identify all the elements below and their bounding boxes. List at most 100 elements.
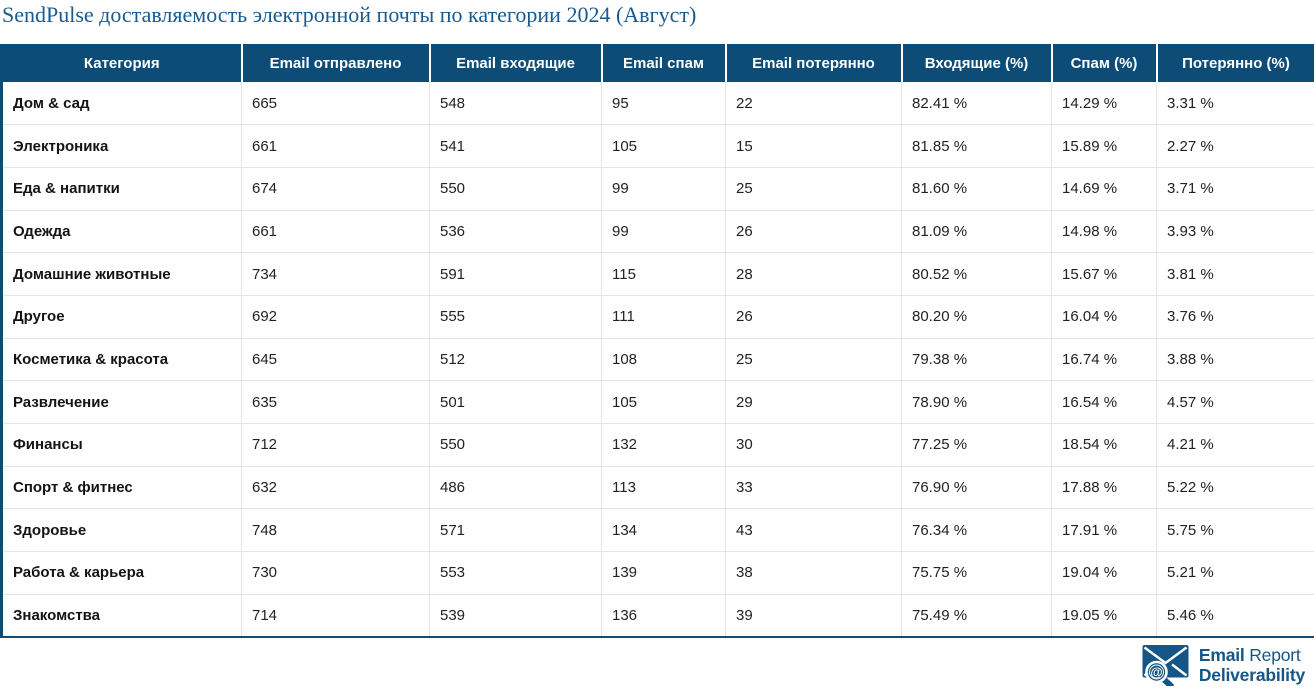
value-cell: 5.21 % <box>1156 551 1314 595</box>
column-header: Категория <box>1 44 243 82</box>
value-cell: 15 <box>725 124 902 168</box>
value-cell: 26 <box>725 210 902 254</box>
value-cell: 81.60 % <box>901 167 1052 211</box>
table-body: Дом & сад 665 548 95 22 82.41 % 14.29 % 3.31 % Э… <box>1 82 1314 637</box>
value-cell: 734 <box>241 252 430 296</box>
value-cell: 665 <box>241 82 430 126</box>
value-cell: 17.91 % <box>1051 508 1157 553</box>
value-cell: 22 <box>725 82 902 126</box>
value-cell: 18.54 % <box>1051 423 1157 467</box>
table-row: Электроника 661 541 105 15 81.85 % 15.89 % 2.27… <box>1 124 1314 168</box>
value-cell: 501 <box>429 380 602 424</box>
value-cell: 16.74 % <box>1051 338 1157 382</box>
value-cell: 553 <box>429 551 602 595</box>
value-cell: 139 <box>601 551 726 595</box>
value-cell: 17.88 % <box>1051 466 1157 510</box>
value-cell: 39 <box>725 594 902 637</box>
value-cell: 2.27 % <box>1156 124 1314 168</box>
value-cell: 550 <box>429 423 602 467</box>
value-cell: 748 <box>241 508 430 553</box>
value-cell: 80.20 % <box>901 295 1052 339</box>
value-cell: 4.57 % <box>1156 380 1314 424</box>
value-cell: 75.49 % <box>901 594 1052 637</box>
value-cell: 3.71 % <box>1156 167 1314 211</box>
value-cell: 14.29 % <box>1051 82 1157 126</box>
value-cell: 19.04 % <box>1051 551 1157 595</box>
value-cell: 28 <box>725 252 902 296</box>
value-cell: 75.75 % <box>901 551 1052 595</box>
table-row: Развлечение 635 501 105 29 78.90 % 16.54 % 4.57… <box>1 380 1314 424</box>
value-cell: 113 <box>601 466 726 510</box>
value-cell: 105 <box>601 380 726 424</box>
value-cell: 105 <box>601 124 726 168</box>
page-title: SendPulse доставляемость электронной поч… <box>2 2 697 27</box>
value-cell: 712 <box>241 423 430 467</box>
table-row: Другое 692 555 111 26 80.20 % 16.04 % 3.76 % <box>1 295 1314 339</box>
envelope-magnifier-icon: @ <box>1142 645 1189 686</box>
table-row: Знакомства 714 539 136 39 75.49 % 19.05 % 5.46 … <box>1 594 1314 637</box>
value-cell: 134 <box>601 508 726 553</box>
value-cell: 38 <box>725 551 902 595</box>
value-cell: 14.69 % <box>1051 167 1157 211</box>
value-cell: 25 <box>725 167 902 211</box>
column-header: Email входящие <box>429 44 603 82</box>
value-cell: 19.05 % <box>1051 594 1157 637</box>
column-header: Email потерянно <box>725 44 903 82</box>
table-row: Одежда 661 536 99 26 81.09 % 14.98 % 3.93 % <box>1 210 1314 254</box>
category-cell: Другое <box>1 295 242 339</box>
value-cell: 81.09 % <box>901 210 1052 254</box>
table-row: Финансы 712 550 132 30 77.25 % 18.54 % 4.21 % <box>1 423 1314 467</box>
category-cell: Работа & карьера <box>1 551 242 595</box>
table-row: Домашние животные 734 591 115 28 80.52 % 15.67… <box>1 252 1314 296</box>
value-cell: 99 <box>601 210 726 254</box>
value-cell: 661 <box>241 124 430 168</box>
column-header: Входящие (%) <box>901 44 1053 82</box>
value-cell: 26 <box>725 295 902 339</box>
value-cell: 3.76 % <box>1156 295 1314 339</box>
category-cell: Электроника <box>1 124 242 168</box>
column-header: Email спам <box>601 44 727 82</box>
value-cell: 76.34 % <box>901 508 1052 553</box>
logo-text: Email Report Deliverability <box>1199 645 1305 685</box>
column-header: Потерянно (%) <box>1156 44 1314 82</box>
email-report-deliverability-logo: @ Email Report Deliverability <box>1141 643 1305 686</box>
category-cell: Финансы <box>1 423 242 467</box>
value-cell: 3.81 % <box>1156 252 1314 296</box>
value-cell: 16.54 % <box>1051 380 1157 424</box>
category-cell: Одежда <box>1 210 242 254</box>
value-cell: 76.90 % <box>901 466 1052 510</box>
value-cell: 512 <box>429 338 602 382</box>
value-cell: 25 <box>725 338 902 382</box>
value-cell: 136 <box>601 594 726 637</box>
column-header: Спам (%) <box>1051 44 1158 82</box>
value-cell: 99 <box>601 167 726 211</box>
value-cell: 95 <box>601 82 726 126</box>
table-row: Здоровье 748 571 134 43 76.34 % 17.91 % 5.75 % <box>1 508 1314 553</box>
table-header: Категория Email отправлено Email входящие E… <box>1 44 1314 82</box>
value-cell: 3.93 % <box>1156 210 1314 254</box>
table-row: Косметика & красота 645 512 108 25 79.38 % 16.… <box>1 338 1314 382</box>
value-cell: 29 <box>725 380 902 424</box>
value-cell: 632 <box>241 466 430 510</box>
value-cell: 132 <box>601 423 726 467</box>
value-cell: 541 <box>429 124 602 168</box>
value-cell: 77.25 % <box>901 423 1052 467</box>
at-symbol: @ <box>1150 666 1162 680</box>
value-cell: 539 <box>429 594 602 637</box>
value-cell: 14.98 % <box>1051 210 1157 254</box>
value-cell: 3.88 % <box>1156 338 1314 382</box>
table-row: Еда & напитки 674 550 99 25 81.60 % 14.69 % 3.7… <box>1 167 1314 211</box>
value-cell: 555 <box>429 295 602 339</box>
value-cell: 15.67 % <box>1051 252 1157 296</box>
value-cell: 730 <box>241 551 430 595</box>
category-cell: Еда & напитки <box>1 167 242 211</box>
value-cell: 16.04 % <box>1051 295 1157 339</box>
value-cell: 550 <box>429 167 602 211</box>
logo-line-1: Email Report <box>1198 644 1301 665</box>
value-cell: 115 <box>601 252 726 296</box>
category-cell: Косметика & красота <box>1 338 242 382</box>
category-cell: Домашние животные <box>1 252 242 296</box>
value-cell: 591 <box>429 252 602 296</box>
value-cell: 82.41 % <box>901 82 1052 126</box>
value-cell: 5.22 % <box>1156 466 1314 510</box>
